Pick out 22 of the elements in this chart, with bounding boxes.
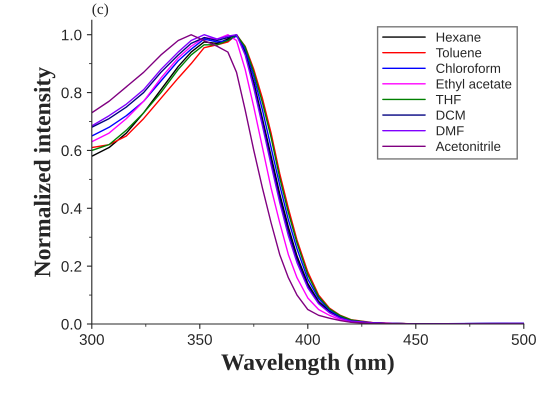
legend-label: Toluene: [436, 48, 482, 58]
y-tick-label: 0.6: [61, 145, 82, 156]
legend-label: Ethyl acetate: [436, 78, 512, 92]
legend-label: DMF: [436, 126, 464, 136]
text: (c): [92, 3, 108, 18]
x-axis-title: Wavelength (nm): [221, 354, 394, 376]
x-tick-label: 450: [403, 334, 428, 345]
x-tick-label: 500: [512, 334, 536, 345]
legend-label: THF: [436, 95, 461, 104]
y-tick-label: 0.4: [61, 203, 82, 214]
y-tick-label: 0.2: [61, 261, 82, 272]
x-tick-label: 300: [80, 334, 104, 345]
y-axis-title: Normalized intensity: [34, 67, 56, 277]
x-tick-label: 400: [295, 334, 320, 345]
y-tick-label: 0.0: [61, 318, 82, 330]
legend-label: Chloroform: [436, 63, 500, 74]
y-tick-label: 0.8: [61, 87, 82, 98]
y-tick-label: 1.0: [62, 30, 82, 40]
legend-label: DCM: [436, 110, 465, 120]
legend-label: Acetonitrile: [436, 141, 500, 152]
legend-label: Hexane: [436, 32, 481, 42]
x-tick-label: 350: [188, 334, 212, 345]
